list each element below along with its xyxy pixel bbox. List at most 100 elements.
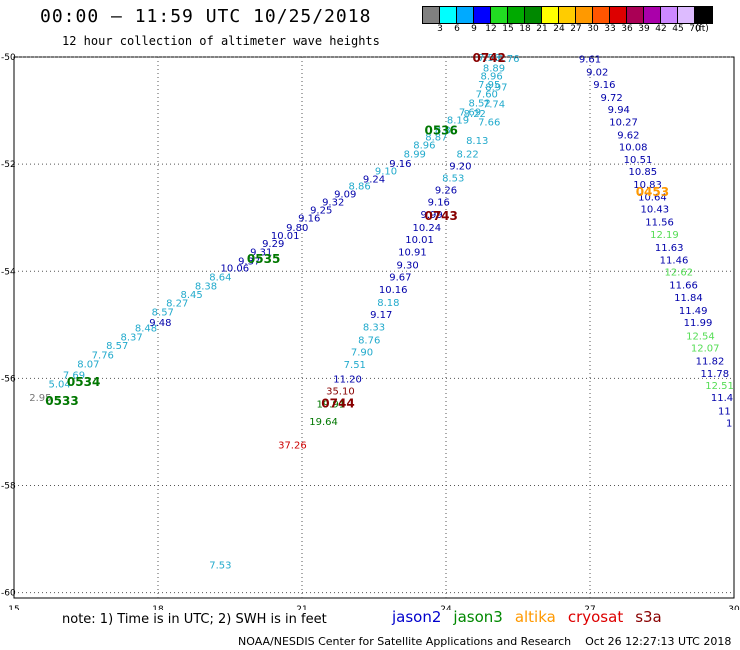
wave-height-map: 15 18 21 24 27 30-50-52-54-56-58-602.955.047.… — [1, 51, 740, 610]
wave-height-value: 10.08 — [619, 142, 648, 153]
wave-height-value: 5.04 — [48, 380, 70, 391]
wave-height-value: 7.60 — [476, 89, 498, 100]
wave-height-value: 8.99 — [404, 149, 426, 160]
wave-height-value: 8.86 — [435, 125, 457, 136]
wave-height-value: 8.76 — [358, 335, 380, 346]
wave-height-value: 9.37 — [238, 257, 260, 268]
footer-org: NOAA/NESDIS Center for Satellite Applica… — [238, 635, 572, 648]
color-swatch — [695, 7, 712, 23]
legend-jason2: jason2 — [392, 608, 442, 626]
wave-height-value: 9.67 — [389, 273, 411, 284]
color-swatch — [576, 7, 593, 23]
wave-height-value: 8.13 — [466, 136, 488, 147]
color-swatch — [559, 7, 576, 23]
wave-height-value: 9.10 — [375, 167, 397, 178]
y-tick-label: -50 — [1, 53, 16, 63]
wave-height-value: 8.97 — [485, 82, 507, 93]
color-swatch — [508, 7, 525, 23]
wave-height-value: 9.20 — [449, 162, 471, 173]
wave-height-value: 11.66 — [669, 281, 698, 292]
x-tick-label: 30 — [728, 605, 740, 610]
wave-height-value: 9.99 — [420, 210, 442, 221]
wave-height-value: 10.27 — [609, 117, 638, 128]
wave-height-value: 8.48 — [135, 324, 157, 335]
wave-height-value: 9.80 — [286, 223, 308, 234]
wave-height-value: 10.01 — [271, 231, 300, 242]
wave-height-value: 9.25 — [310, 206, 332, 217]
wave-height-value: 11.63 — [655, 243, 684, 254]
color-scale-label: 9 — [471, 24, 477, 34]
wave-height-value: 9.16 — [593, 80, 615, 91]
wave-height-value: 10.83 — [633, 180, 662, 191]
color-scale-label: 18 — [519, 24, 531, 34]
track-time-label: 0453 — [636, 185, 669, 199]
color-swatch — [661, 7, 678, 23]
wave-height-value: 19.91 — [316, 400, 345, 411]
color-swatch — [610, 7, 627, 23]
color-scale-label: 33 — [604, 24, 616, 34]
wave-height-value: 7.95 — [478, 80, 500, 91]
color-scale-label: 36 — [621, 24, 633, 34]
color-swatch — [457, 7, 474, 23]
y-tick-label: -54 — [1, 267, 16, 277]
wave-height-value: 9.16 — [389, 159, 411, 170]
wave-height-value: 11.46 — [660, 255, 689, 266]
y-tick-label: -58 — [1, 482, 16, 492]
wave-height-value: 10.51 — [624, 155, 653, 166]
wave-height-value: 9.61 — [579, 55, 601, 66]
wave-height-value: 8.33 — [363, 322, 385, 333]
wave-height-value: 10.16 — [379, 285, 408, 296]
wave-height-value: 10.06 — [220, 264, 249, 275]
wave-height-value: 8.86 — [348, 182, 370, 193]
wave-height-value: 11.49 — [679, 306, 708, 317]
wave-height-value: 12.51 — [705, 381, 734, 392]
mission-legend: jason2 jason3 altika cryosat s3a — [392, 608, 674, 626]
legend-cryosat: cryosat — [567, 608, 624, 626]
wave-height-value: 9.30 — [396, 260, 418, 271]
wave-height-value: 9.24 — [363, 175, 385, 186]
wave-height-value: 8.18 — [377, 298, 399, 309]
wave-height-value: 8.57 — [106, 341, 128, 352]
wave-height-value: 11 — [718, 407, 731, 418]
wave-height-value: 8.19 — [447, 116, 469, 127]
wave-height-value: 19.64 — [309, 417, 338, 428]
wave-height-value: 9.09 — [334, 190, 356, 201]
color-scale-label: 15 — [502, 24, 514, 34]
wave-height-value: 10.64 — [638, 192, 667, 203]
color-swatch — [423, 7, 440, 23]
track-time-label: 0744 — [321, 396, 354, 410]
color-swatch — [474, 7, 491, 23]
wave-height-value: 7.69 — [63, 371, 85, 382]
wave-height-value: 11.20 — [333, 374, 362, 385]
wave-height-value: 37.26 — [278, 440, 307, 451]
page-title: 00:00 – 11:59 UTC 10/25/2018 — [40, 6, 372, 27]
color-scale-label: 12 — [485, 24, 497, 34]
color-swatch — [644, 7, 661, 23]
wave-height-value: 10.24 — [412, 223, 441, 234]
wave-height-value: 2.95 — [29, 393, 51, 404]
x-tick-label: 15 — [8, 605, 19, 610]
wave-height-value: 8.38 — [195, 282, 217, 293]
color-scale-bar — [422, 6, 713, 24]
wave-height-value: 8.57 — [152, 307, 174, 318]
wave-height-value: 9.31 — [250, 247, 272, 258]
wave-height-value: 8.96 — [413, 140, 435, 151]
wave-height-value: 10.91 — [398, 247, 427, 258]
wave-height-value: 12.07 — [691, 343, 720, 354]
x-tick-label: 21 — [296, 605, 307, 610]
color-swatch — [542, 7, 559, 23]
y-tick-label: -52 — [1, 160, 16, 170]
wave-height-value: 9.29 — [262, 239, 284, 250]
wave-height-value: 9.16 — [298, 214, 320, 225]
color-scale-label: 6 — [454, 24, 460, 34]
footer-timestamp: Oct 26 12:27:13 UTC 2018 — [585, 635, 732, 648]
wave-height-value: 9.32 — [322, 198, 344, 209]
wave-height-value: 9.02 — [586, 67, 608, 78]
wave-height-value: 11.99 — [684, 318, 713, 329]
wave-height-value: 11.82 — [696, 357, 725, 368]
x-tick-label: 24 — [440, 605, 452, 610]
wave-height-value: 8.22 — [464, 109, 486, 120]
track-time-label: 0742 — [472, 51, 505, 65]
wave-height-value: 7.76 — [92, 350, 114, 361]
color-swatch — [627, 7, 644, 23]
